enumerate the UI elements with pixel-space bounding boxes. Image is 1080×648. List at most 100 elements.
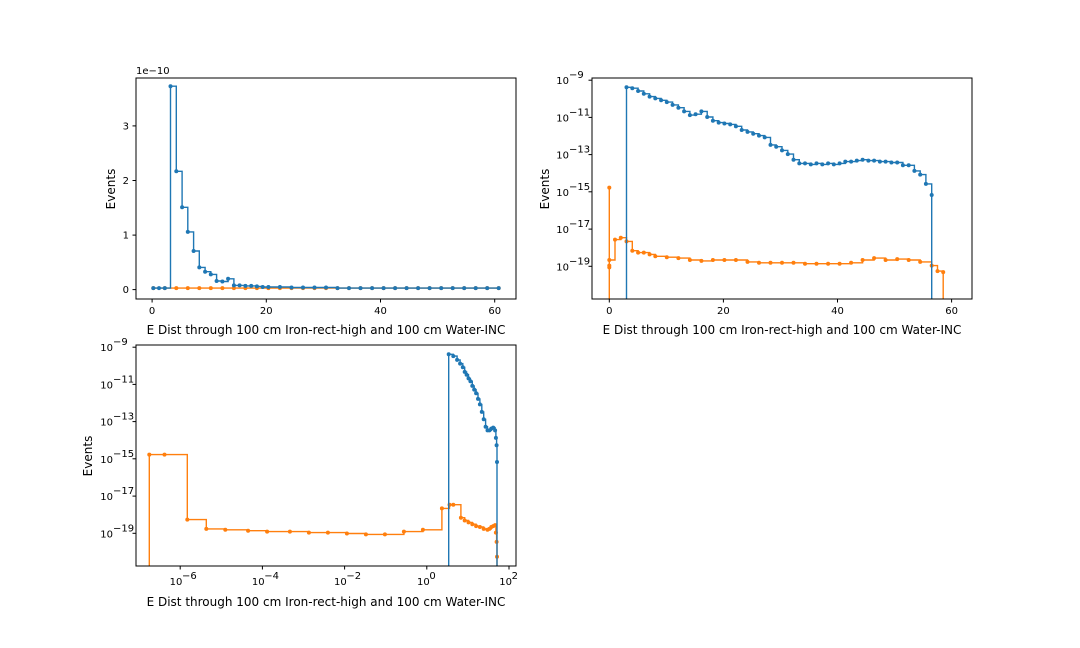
data-point-orange — [420, 527, 425, 532]
data-point-orange — [618, 235, 623, 240]
y-tick-label: 10 — [556, 225, 569, 236]
data-point-orange — [458, 515, 463, 520]
data-point-orange — [613, 237, 617, 242]
data-point-blue — [664, 100, 669, 105]
data-point-orange — [918, 259, 923, 264]
data-point-blue — [466, 376, 471, 381]
data-point-blue — [647, 94, 652, 99]
data-point-orange — [287, 529, 292, 534]
data-point-blue — [653, 96, 658, 101]
x-axis-title: E Dist through 100 cm Iron-rect-high and… — [147, 323, 506, 337]
data-point-blue — [762, 135, 767, 140]
x-tick-label: 10 — [417, 577, 430, 588]
x-tick-label: 10 — [170, 577, 183, 588]
data-point-blue — [174, 169, 179, 174]
data-point-blue — [208, 272, 213, 277]
x-tick-exponent: 2 — [512, 571, 518, 582]
data-point-blue — [693, 112, 698, 117]
series-layer — [607, 85, 946, 299]
data-point-blue — [197, 265, 202, 270]
panel-top-right: 0 20 40 60 10 −19 10 −17 10 −15 10 −13 1… — [538, 70, 973, 337]
data-point-blue — [476, 396, 480, 401]
x-tick-label: 40 — [374, 306, 387, 317]
data-point-orange — [733, 258, 738, 262]
data-point-blue — [803, 161, 807, 166]
data-point-blue — [814, 161, 819, 166]
data-point-blue — [624, 85, 629, 90]
data-point-blue — [191, 249, 196, 253]
x-tick-label: 10 — [334, 577, 347, 588]
data-point-orange — [382, 532, 387, 537]
data-point-blue — [446, 352, 451, 357]
data-point-blue — [682, 109, 687, 114]
data-point-orange — [493, 523, 498, 528]
data-point-blue — [716, 120, 721, 125]
data-point-blue — [358, 286, 363, 291]
data-point-blue — [757, 133, 761, 138]
data-point-orange — [477, 525, 482, 529]
data-point-blue — [185, 229, 190, 234]
data-point-orange — [363, 532, 368, 537]
data-point-orange — [641, 250, 646, 255]
data-point-blue — [289, 285, 294, 290]
y-tick-label: 10 — [556, 76, 569, 87]
x-axis-title: E Dist through 100 cm Iron-rect-high and… — [147, 595, 506, 609]
y-tick-label: 10 — [556, 151, 569, 162]
data-point-blue — [237, 283, 242, 288]
data-point-blue — [458, 361, 463, 366]
data-point-blue — [676, 105, 681, 110]
x-tick-label: 60 — [945, 306, 958, 317]
data-point-orange — [162, 452, 167, 457]
y-tick-exponent: −9 — [113, 337, 128, 348]
data-point-blue — [462, 369, 467, 374]
data-point-orange — [439, 506, 444, 511]
data-point-blue — [929, 193, 934, 197]
data-point-blue — [659, 98, 664, 103]
data-point-blue — [912, 168, 917, 173]
data-point-blue — [923, 181, 928, 186]
panel-bottom-left: 10 −6 10 −4 10 −2 10 0 10 2 10 −19 10 −1… — [81, 337, 518, 609]
data-point-blue — [797, 161, 802, 166]
data-point-orange — [204, 526, 209, 531]
data-point-blue — [837, 161, 842, 166]
data-point-orange — [860, 258, 865, 262]
data-point-orange — [607, 263, 612, 268]
data-point-blue — [918, 172, 923, 177]
data-point-blue — [473, 286, 478, 291]
y-tick-exponent: −9 — [569, 70, 584, 81]
data-point-blue — [705, 115, 710, 119]
data-point-blue — [710, 118, 715, 123]
data-point-orange — [174, 286, 179, 291]
data-point-blue — [427, 286, 432, 291]
x-tick-label: 10 — [499, 577, 512, 588]
y-ticks: 10 −19 10 −17 10 −15 10 −13 10 −11 10 −9 — [556, 70, 592, 273]
data-point-blue — [866, 158, 871, 163]
y-tick-label: 0 — [123, 285, 129, 296]
data-point-orange — [451, 502, 456, 507]
data-point-orange — [722, 258, 727, 262]
x-ticks: 0 20 40 60 — [149, 299, 501, 317]
data-point-blue — [416, 286, 421, 291]
data-point-blue — [785, 152, 790, 157]
data-point-blue — [493, 435, 498, 440]
x-tick-exponent: −2 — [346, 571, 361, 582]
data-point-orange — [185, 286, 190, 291]
data-point-blue — [745, 129, 750, 134]
x-tick-exponent: 0 — [429, 571, 435, 582]
y-tick-label: 10 — [100, 492, 113, 503]
data-point-blue — [312, 285, 317, 290]
data-point-blue — [636, 89, 641, 93]
data-point-blue — [393, 286, 398, 291]
data-point-blue — [301, 285, 305, 290]
data-point-blue — [214, 279, 219, 283]
data-point-blue — [774, 144, 779, 149]
y-axis-title: Events — [538, 169, 552, 210]
data-point-blue — [249, 283, 254, 288]
axes-frame — [591, 77, 973, 300]
data-point-orange — [768, 260, 773, 265]
y-tick-label: 10 — [556, 188, 569, 199]
data-point-blue — [226, 276, 231, 281]
x-tick-label: 60 — [488, 306, 501, 317]
data-point-orange — [757, 260, 761, 265]
data-point-orange — [474, 524, 479, 529]
